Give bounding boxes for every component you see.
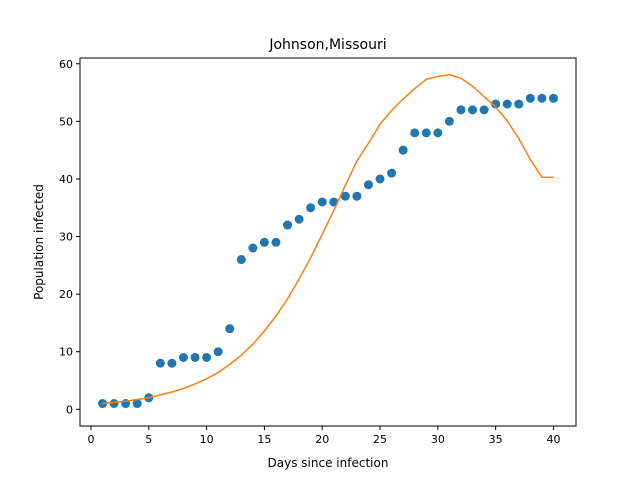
data-point [202, 352, 212, 362]
data-point [190, 352, 200, 362]
data-point [479, 105, 489, 115]
y-tick-label: 20 [59, 288, 73, 301]
data-point [306, 203, 316, 213]
data-point [537, 93, 547, 103]
data-point [548, 93, 558, 103]
y-tick-label: 40 [59, 173, 73, 186]
data-point [259, 237, 269, 247]
x-tick-label: 20 [315, 433, 329, 446]
x-tick-label: 35 [489, 433, 503, 446]
data-point [514, 99, 524, 109]
chart-title: Johnson,Missouri [268, 37, 386, 53]
x-axis-label: Days since infection [268, 456, 389, 470]
x-tick-label: 40 [546, 433, 560, 446]
axis-ticks: 0 5 10 15 20 25 30 35 40 0 10 20 30 40 50 60 [59, 58, 560, 446]
data-point [456, 105, 466, 115]
data-point [294, 214, 304, 224]
data-point [109, 399, 119, 409]
x-tick-label: 10 [200, 433, 214, 446]
data-point [433, 128, 443, 138]
x-tick-label: 0 [87, 433, 94, 446]
data-point [283, 220, 293, 230]
data-point [375, 174, 385, 184]
data-point [387, 168, 397, 178]
data-point [178, 352, 188, 362]
data-point [213, 347, 223, 357]
y-tick-label: 30 [59, 231, 73, 244]
y-tick-label: 10 [59, 346, 73, 359]
data-point [468, 105, 478, 115]
data-point [236, 255, 246, 265]
data-point [155, 358, 165, 368]
data-point [248, 243, 258, 253]
data-point [340, 191, 350, 201]
data-point [317, 197, 327, 207]
data-point [398, 145, 408, 155]
y-tick-label: 50 [59, 115, 73, 128]
data-point [421, 128, 431, 138]
data-point [491, 99, 501, 109]
data-point [410, 128, 420, 138]
data-point [352, 191, 362, 201]
data-point [444, 116, 454, 126]
data-point [525, 93, 535, 103]
y-axis-label: Population infected [32, 184, 46, 300]
data-point [363, 180, 373, 190]
x-tick-label: 30 [431, 433, 445, 446]
y-tick-label: 0 [66, 403, 73, 416]
x-tick-label: 5 [145, 433, 152, 446]
data-marks [98, 73, 558, 409]
y-tick-label: 60 [59, 58, 73, 71]
data-point [271, 237, 281, 247]
x-tick-label: 15 [257, 433, 271, 446]
x-tick-label: 25 [373, 433, 387, 446]
data-point [167, 358, 177, 368]
data-point [225, 324, 235, 334]
data-point [502, 99, 512, 109]
data-point [132, 399, 142, 409]
fit-curve-line [102, 73, 554, 405]
plot-frame [79, 57, 577, 427]
